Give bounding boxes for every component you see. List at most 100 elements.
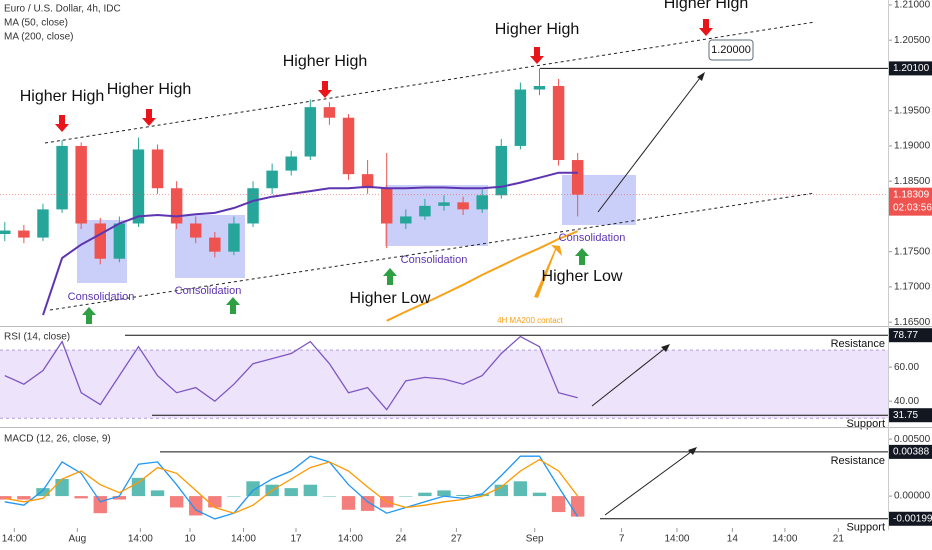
histogram-bar bbox=[475, 493, 489, 497]
histogram-bar bbox=[150, 490, 165, 497]
histogram-bar bbox=[494, 484, 508, 497]
candle-body bbox=[209, 237, 221, 252]
arrow-head bbox=[697, 72, 705, 81]
channel-top bbox=[44, 21, 816, 144]
candle-body bbox=[56, 145, 68, 210]
y-tick-label: 60.00 bbox=[894, 362, 919, 373]
histogram-bar bbox=[0, 496, 12, 500]
last-price-box bbox=[889, 187, 932, 216]
x-tick-label: Aug bbox=[68, 534, 86, 545]
candle-body bbox=[380, 188, 393, 224]
annotation: Higher High bbox=[495, 21, 579, 38]
last-price: 1.18309 bbox=[893, 189, 930, 200]
candle-body bbox=[18, 230, 30, 238]
candle-body bbox=[228, 223, 240, 252]
candle-body bbox=[400, 216, 412, 224]
candle-body bbox=[323, 107, 336, 118]
annotation: Higher High bbox=[283, 53, 367, 70]
x-tick-label: 7 bbox=[619, 534, 625, 545]
histogram-bar bbox=[360, 496, 375, 511]
histogram-bar bbox=[246, 481, 260, 497]
level-name: Support bbox=[846, 418, 885, 430]
down-arrow bbox=[142, 109, 156, 126]
candle-body bbox=[266, 170, 278, 189]
series-line bbox=[4, 455, 579, 520]
series-line bbox=[386, 230, 579, 322]
down-arrow bbox=[318, 81, 332, 98]
annotation: Higher High bbox=[20, 88, 104, 105]
up-arrow bbox=[226, 297, 240, 314]
x-tick-label: 10 bbox=[184, 534, 196, 545]
histogram-bar bbox=[399, 496, 413, 497]
rsi-band bbox=[0, 350, 888, 419]
up-arrow bbox=[575, 248, 589, 265]
annotation: Consolidation bbox=[401, 254, 468, 266]
y-tick-label: 1.19000 bbox=[894, 141, 931, 152]
callout-box bbox=[708, 39, 754, 61]
level-value: 0.00388 bbox=[893, 447, 930, 458]
candle-body bbox=[132, 149, 145, 224]
candle-body bbox=[285, 156, 297, 171]
down-arrow bbox=[530, 47, 544, 64]
y-tick-label: 1.17500 bbox=[894, 246, 931, 257]
level-box bbox=[889, 61, 932, 76]
x-tick-label: 27 bbox=[451, 534, 463, 545]
candle-body bbox=[476, 195, 488, 210]
candle-body bbox=[151, 149, 164, 189]
histogram-bar bbox=[208, 496, 222, 508]
annotation: Higher High bbox=[664, 0, 748, 12]
y-tick-label: 1.17000 bbox=[894, 282, 931, 293]
consolidation-box bbox=[385, 185, 488, 246]
annotation: 1.20000 bbox=[711, 44, 751, 56]
countdown: 02:03:56 bbox=[893, 202, 932, 213]
panel-title: Euro / U.S. Dollar, 4h, IDC bbox=[4, 4, 121, 15]
y-tick-label: 1.20500 bbox=[894, 35, 931, 46]
candle-body bbox=[419, 205, 431, 217]
candle-body bbox=[37, 209, 49, 238]
y-tick-label: 1.19500 bbox=[894, 105, 931, 116]
y-tick-label: 1.21000 bbox=[894, 0, 931, 11]
panel-title: RSI (14, close) bbox=[4, 332, 70, 343]
histogram-bar bbox=[93, 496, 107, 514]
level-value: 31.75 bbox=[893, 410, 918, 421]
annotation: Higher Low bbox=[350, 290, 431, 307]
candle-body bbox=[438, 202, 450, 206]
macd-arrow bbox=[604, 448, 696, 516]
x-tick-label: 14:00 bbox=[772, 534, 797, 545]
y-tick-label: 40.00 bbox=[894, 396, 919, 407]
level-box bbox=[889, 328, 932, 343]
panel-title: MACD (12, 26, close, 9) bbox=[4, 434, 111, 445]
down-arrow bbox=[55, 115, 69, 132]
candle-body bbox=[342, 117, 355, 175]
level-name: Resistance bbox=[831, 338, 885, 350]
level-value: 1.20100 bbox=[893, 63, 930, 74]
up-arrow bbox=[82, 307, 96, 324]
up-arrow bbox=[383, 268, 397, 285]
projection bbox=[597, 73, 704, 213]
candle-body bbox=[533, 86, 546, 90]
x-tick-label: 14:00 bbox=[338, 534, 363, 545]
legend-entry: MA (200, close) bbox=[4, 32, 73, 43]
level-name: Resistance bbox=[831, 455, 885, 467]
candle-body bbox=[361, 174, 374, 189]
histogram-bar bbox=[189, 496, 203, 516]
level-box bbox=[889, 511, 932, 526]
level-name: Support bbox=[846, 522, 885, 534]
level-box bbox=[889, 444, 932, 459]
level-value: -0.00199 bbox=[893, 513, 932, 524]
x-tick-label: 14:00 bbox=[128, 534, 153, 545]
candle-body bbox=[190, 223, 202, 238]
histogram-bar bbox=[456, 494, 470, 497]
histogram-bar bbox=[112, 496, 127, 500]
channel-bottom bbox=[49, 192, 816, 311]
candle-body bbox=[94, 223, 106, 259]
histogram-bar bbox=[418, 492, 432, 497]
annotation: Consolidation bbox=[68, 291, 135, 303]
histogram-bar bbox=[570, 496, 585, 517]
histogram-bar bbox=[341, 496, 356, 510]
histogram-bar bbox=[227, 496, 241, 497]
candle-body bbox=[0, 230, 11, 235]
histogram-bar bbox=[303, 484, 318, 497]
